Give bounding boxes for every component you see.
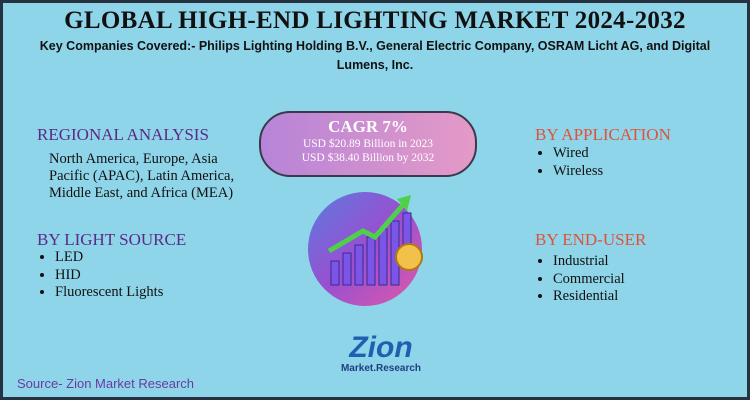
list-item: HID [55,267,163,285]
cagr-line: USD $20.89 Billion in 2023 [302,138,434,150]
section-heading: BY LIGHT SOURCE [37,230,187,249]
section-heading: BY APPLICATION [535,125,671,144]
title: GLOBAL HIGH-END LIGHTING MARKET 2024-203… [64,7,686,34]
list: Industrial Commercial Residential [535,253,625,306]
list-item: Commercial [553,271,625,289]
cagr-title: CAGR 7% [328,117,408,136]
list-item: Wireless [553,163,603,181]
list: Wired Wireless [535,145,603,180]
list-item: Industrial [553,253,625,271]
source: Source- Zion Market Research [17,376,195,391]
section-heading: REGIONAL ANALYSIS [37,125,209,144]
subtitle: Key Companies Covered:- Philips Lighting… [39,39,711,72]
logo-word: Zion [349,331,413,364]
list-item: Residential [553,288,625,306]
logo: Zion Market.Research [331,331,431,375]
cagr-panel: CAGR 7% USD $20.89 Billion in 2023 USD $… [259,111,477,177]
logo-tagline: Market.Research [340,363,422,374]
list-item: Wired [553,145,603,163]
section-text: North America, Europe, Asia Pacific (APA… [49,151,235,201]
list: LED HID Fluorescent Lights [37,249,163,302]
cagr-line: USD $38.40 Billion by 2032 [301,152,435,164]
growth-icon [308,192,423,306]
list-item: LED [55,249,163,267]
list-item: Fluorescent Lights [55,284,163,302]
section-heading: BY END-USER [535,230,647,249]
